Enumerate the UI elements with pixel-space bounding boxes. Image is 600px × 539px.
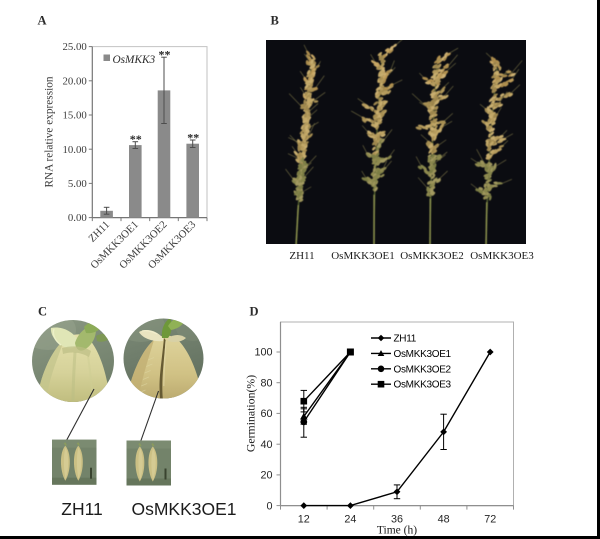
- svg-text:ZH11: ZH11: [394, 334, 417, 345]
- svg-text:OsMKK3OE1: OsMKK3OE1: [394, 349, 452, 360]
- svg-text:40: 40: [260, 439, 272, 451]
- svg-text:24: 24: [344, 514, 356, 526]
- svg-text:0: 0: [266, 500, 272, 512]
- svg-text:80: 80: [260, 377, 272, 389]
- svg-text:36: 36: [391, 514, 403, 526]
- svg-text:C: C: [38, 304, 47, 318]
- svg-text:20.00: 20.00: [63, 75, 87, 87]
- svg-text:Germination(%): Germination(%): [244, 375, 258, 452]
- svg-text:OsMKK3OE3: OsMKK3OE3: [470, 250, 534, 262]
- svg-text:10.00: 10.00: [63, 144, 87, 156]
- svg-text:5.00: 5.00: [68, 178, 87, 190]
- svg-text:ZH11: ZH11: [289, 250, 314, 262]
- svg-text:OsMKK3OE2: OsMKK3OE2: [394, 364, 452, 375]
- svg-text:Time (h): Time (h): [377, 525, 417, 537]
- svg-text:15.00: 15.00: [63, 110, 87, 122]
- svg-text:0.00: 0.00: [68, 212, 87, 224]
- svg-text:60: 60: [260, 408, 272, 420]
- svg-text:72: 72: [484, 514, 496, 526]
- svg-text:100: 100: [254, 347, 272, 359]
- svg-text:ZH11: ZH11: [61, 499, 103, 519]
- svg-text:OsMKK3OE3: OsMKK3OE3: [394, 380, 452, 391]
- svg-text:RNA relative expression: RNA relative expression: [44, 76, 56, 187]
- svg-text:**: **: [130, 132, 142, 146]
- svg-text:OsMKK3OE1: OsMKK3OE1: [331, 250, 395, 262]
- svg-text:25.00: 25.00: [63, 41, 87, 53]
- svg-text:OsMKK3: OsMKK3: [113, 54, 156, 66]
- svg-text:D: D: [250, 305, 259, 319]
- svg-text:12: 12: [298, 514, 310, 526]
- svg-text:OsMKK3OE2: OsMKK3OE2: [400, 250, 464, 262]
- svg-text:A: A: [38, 13, 47, 27]
- svg-text:**: **: [187, 131, 199, 145]
- svg-text:OsMKK3OE1: OsMKK3OE1: [131, 499, 236, 519]
- svg-text:48: 48: [438, 514, 450, 526]
- svg-text:B: B: [271, 13, 279, 27]
- svg-text:20: 20: [260, 470, 272, 482]
- svg-text:**: **: [159, 48, 171, 62]
